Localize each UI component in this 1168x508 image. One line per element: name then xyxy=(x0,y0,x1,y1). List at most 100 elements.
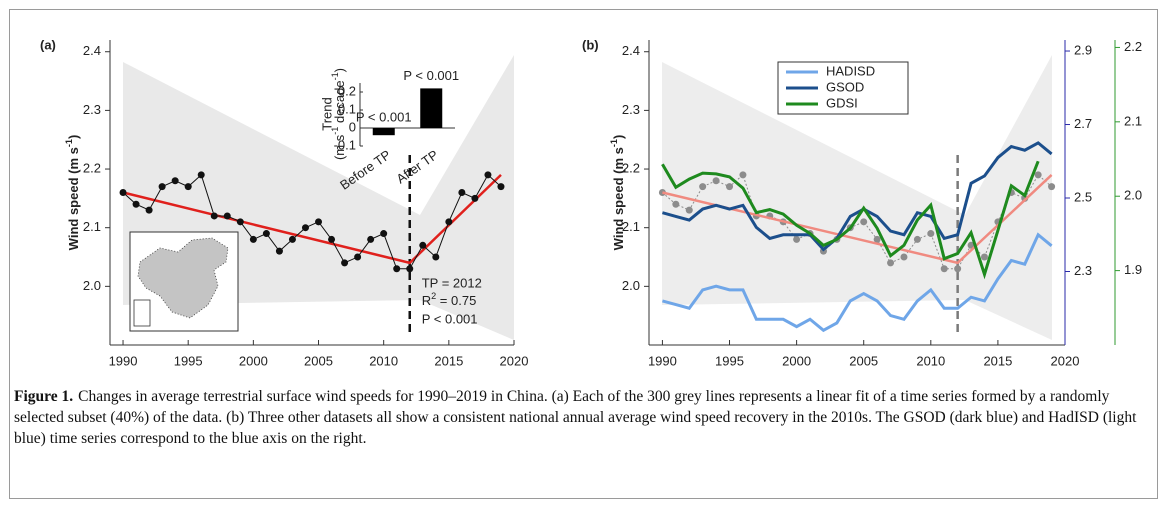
label-part: R xyxy=(422,293,431,308)
point xyxy=(236,218,244,226)
point xyxy=(419,241,427,249)
superscript: -1 xyxy=(330,72,340,80)
point xyxy=(900,253,908,261)
x-tick-label: 2000 xyxy=(239,353,268,368)
point xyxy=(380,230,388,238)
x-tick-label: 2005 xyxy=(849,353,878,368)
point xyxy=(367,235,375,243)
point xyxy=(171,177,179,185)
point xyxy=(860,218,868,226)
superscript: -1 xyxy=(64,139,74,147)
point-line xyxy=(662,174,1052,270)
point xyxy=(341,259,349,267)
point xyxy=(793,235,801,243)
y-tick-label: 2.3 xyxy=(622,102,640,117)
point xyxy=(873,235,881,243)
x-tick-label: 2010 xyxy=(369,353,398,368)
y3-tick-label: 2.0 xyxy=(1124,188,1142,203)
inset-y-label: (m s-1 decade-1) xyxy=(330,68,347,160)
point xyxy=(145,206,153,214)
label-part: ) xyxy=(66,135,81,139)
y3-tick-label: 2.1 xyxy=(1124,113,1142,128)
x-tick-label: 2010 xyxy=(916,353,945,368)
figure-frame xyxy=(9,9,1158,499)
point xyxy=(301,224,309,232)
point xyxy=(980,253,988,261)
point xyxy=(887,259,895,267)
point xyxy=(471,194,479,202)
inset-bar xyxy=(372,128,395,136)
y2-tick-label: 2.9 xyxy=(1074,42,1092,57)
inset-x-tick-label: After TP xyxy=(393,147,440,187)
point xyxy=(1048,183,1056,191)
caption-text: Changes in average terrestrial surface w… xyxy=(14,388,1137,447)
station-map xyxy=(129,231,239,332)
series-line xyxy=(662,232,1053,333)
panel-label: (b) xyxy=(582,37,599,52)
point xyxy=(393,265,401,273)
y-tick-label: 2.3 xyxy=(83,102,101,117)
x-tick-label: 1990 xyxy=(648,353,677,368)
inset-y-tick-label: -0.1 xyxy=(334,137,356,152)
point xyxy=(210,212,218,220)
x-tick-label: 2000 xyxy=(782,353,811,368)
panel-label: (a) xyxy=(40,37,56,52)
inset-y-tick-label: 0 xyxy=(349,119,356,134)
point xyxy=(445,218,453,226)
y3-tick-label: 2.2 xyxy=(1124,39,1142,54)
annotation: P < 0.001 xyxy=(422,311,478,326)
inset-y-tick-label: 0.1 xyxy=(338,101,356,116)
y-axis-label: Wind speed (m s-1) xyxy=(64,135,81,251)
point xyxy=(432,253,440,261)
y3-tick-label: 1.9 xyxy=(1124,262,1142,277)
label-part: = 0.75 xyxy=(436,293,476,308)
point xyxy=(699,183,707,191)
point xyxy=(726,183,734,191)
y2-tick-label: 2.3 xyxy=(1074,263,1092,278)
annotation: TP = 2012 xyxy=(422,275,482,290)
y2-tick-label: 2.7 xyxy=(1074,116,1092,131)
superscript: -1 xyxy=(330,127,340,135)
point xyxy=(927,230,935,238)
y-tick-label: 2.0 xyxy=(622,278,640,293)
x-tick-label: 1995 xyxy=(715,353,744,368)
point xyxy=(1034,171,1042,179)
point xyxy=(406,265,414,273)
superscript: -1 xyxy=(609,139,619,147)
point xyxy=(158,183,166,191)
point xyxy=(739,171,747,179)
annotation: R2 = 0.75 xyxy=(422,291,477,308)
point xyxy=(497,183,505,191)
x-tick-label: 1990 xyxy=(109,353,138,368)
inset-y-tick-label: 0.2 xyxy=(338,83,356,98)
point xyxy=(685,206,693,214)
y2-tick-label: 2.5 xyxy=(1074,189,1092,204)
fit-line xyxy=(662,173,1053,265)
y-tick-label: 2.2 xyxy=(83,160,101,175)
point xyxy=(275,247,283,255)
y-tick-label: 2.0 xyxy=(83,278,101,293)
point xyxy=(354,253,362,261)
series-line xyxy=(662,141,1053,252)
label-part: Wind speed (m s xyxy=(611,147,626,250)
caption: Figure 1. Changes in average terrestrial … xyxy=(14,386,1149,449)
point xyxy=(223,212,231,220)
inset-bar xyxy=(420,88,443,128)
point xyxy=(672,200,680,208)
x-tick-label: 1995 xyxy=(174,353,203,368)
inset-bar-annotation: P < 0.001 xyxy=(356,109,412,124)
point xyxy=(197,171,205,179)
point xyxy=(315,218,323,226)
point xyxy=(954,265,962,273)
point xyxy=(484,171,492,179)
x-tick-label: 2005 xyxy=(304,353,333,368)
point xyxy=(913,235,921,243)
y-tick-label: 2.4 xyxy=(83,43,101,58)
point xyxy=(288,235,296,243)
inset-y-label: Trend xyxy=(319,97,334,130)
point xyxy=(940,265,948,273)
point xyxy=(249,235,257,243)
x-tick-label: 2020 xyxy=(500,353,529,368)
legend-label: GDSI xyxy=(826,95,858,110)
legend-label: GSOD xyxy=(826,79,864,94)
